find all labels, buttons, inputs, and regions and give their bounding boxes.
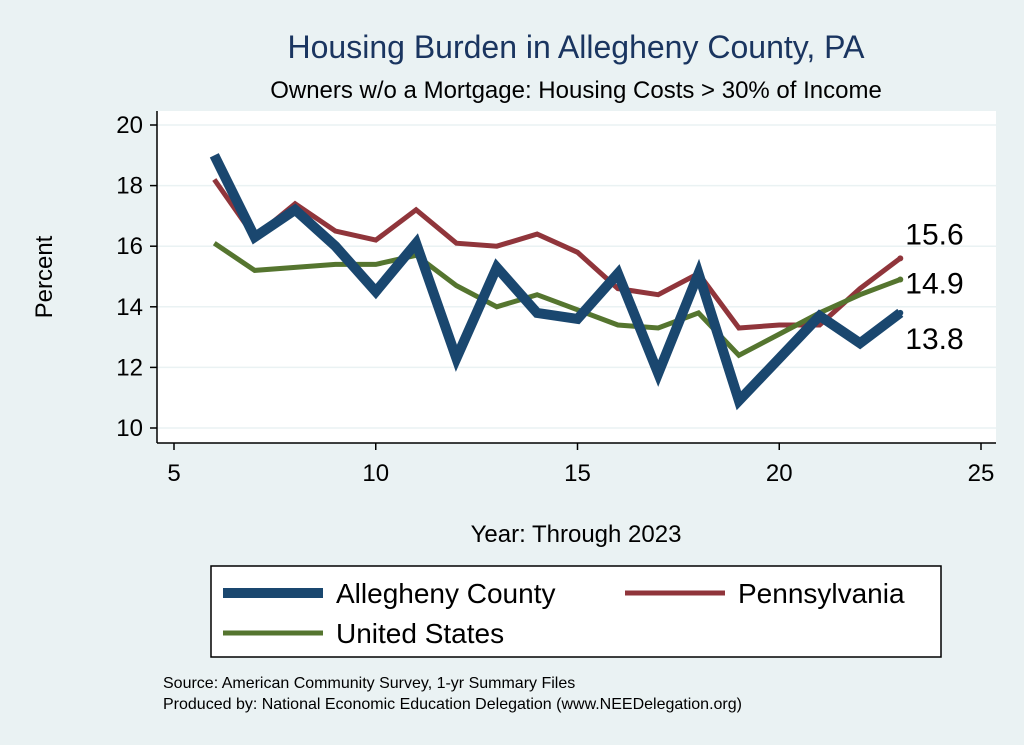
end-value-label: 15.6 bbox=[905, 218, 963, 251]
series-line-pennsylvania bbox=[212, 178, 902, 331]
plot-area bbox=[157, 111, 996, 443]
legend-label: United States bbox=[336, 618, 504, 649]
x-tick-label: 10 bbox=[362, 460, 389, 487]
series-end-marker bbox=[897, 276, 904, 283]
end-value-label: 14.9 bbox=[905, 268, 963, 301]
x-axis-title: Year: Through 2023 bbox=[471, 521, 682, 548]
series-end-marker bbox=[897, 255, 904, 262]
y-tick-label: 10 bbox=[116, 415, 143, 442]
legend: Allegheny County Pennsylvania United State… bbox=[210, 565, 942, 658]
legend-label: Allegheny County bbox=[336, 578, 555, 609]
y-tick-label: 12 bbox=[116, 354, 143, 381]
source-note: Source: American Community Survey, 1-yr … bbox=[163, 675, 575, 692]
producer-note: Produced by: National Economic Education… bbox=[163, 696, 742, 713]
legend-box bbox=[210, 565, 942, 658]
series-end-marker bbox=[897, 309, 904, 316]
y-axis-title: Percent bbox=[31, 235, 58, 318]
end-value-label: 13.8 bbox=[905, 323, 963, 356]
legend-label: Pennsylvania bbox=[738, 578, 905, 609]
x-tick-label: 20 bbox=[766, 460, 793, 487]
axes: 10 12 14 16 18 20 5 10 15 20 25 bbox=[116, 111, 996, 487]
chart-title: Housing Burden in Allegheny County, PA bbox=[288, 29, 866, 65]
series-lines bbox=[209, 153, 904, 411]
series-line-allegheny-county bbox=[209, 153, 904, 411]
x-tick-label: 5 bbox=[167, 460, 180, 487]
end-labels: 13.8 15.6 14.9 bbox=[905, 218, 963, 356]
y-tick-label: 16 bbox=[116, 233, 143, 260]
x-tick-label: 25 bbox=[968, 460, 995, 487]
y-tick-label: 20 bbox=[116, 112, 143, 139]
chart-subtitle: Owners w/o a Mortgage: Housing Costs > 3… bbox=[270, 77, 882, 104]
series-line-united-states bbox=[212, 241, 902, 359]
y-tick-label: 14 bbox=[116, 294, 143, 321]
x-tick-label: 15 bbox=[564, 460, 591, 487]
y-tick-label: 18 bbox=[116, 173, 143, 200]
